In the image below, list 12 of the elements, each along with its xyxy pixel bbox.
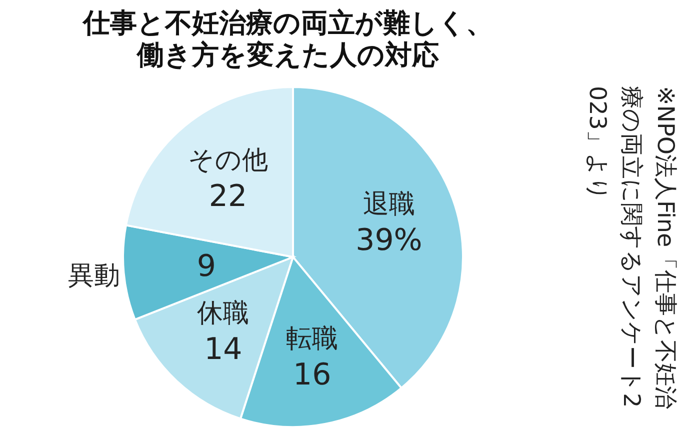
chart-title: 仕事と不妊治療の両立が難しく、働き方を変えた人の対応	[81, 8, 494, 72]
slice-label: 異動	[68, 260, 120, 291]
data-label: 14	[204, 332, 242, 367]
slice-label: 休職	[197, 298, 250, 328]
slice-label: その他	[188, 145, 268, 176]
data-label: 16	[293, 358, 332, 393]
slice-label: 退職	[362, 189, 415, 220]
text: ※NPO法人Fine「仕事と不妊治療の両立に関するアンケート2023」より	[583, 86, 679, 412]
data-label: 22	[208, 178, 248, 214]
data-label: 9	[196, 249, 216, 284]
slice-label: 転職	[286, 324, 338, 354]
data-label: 39%	[356, 222, 422, 258]
